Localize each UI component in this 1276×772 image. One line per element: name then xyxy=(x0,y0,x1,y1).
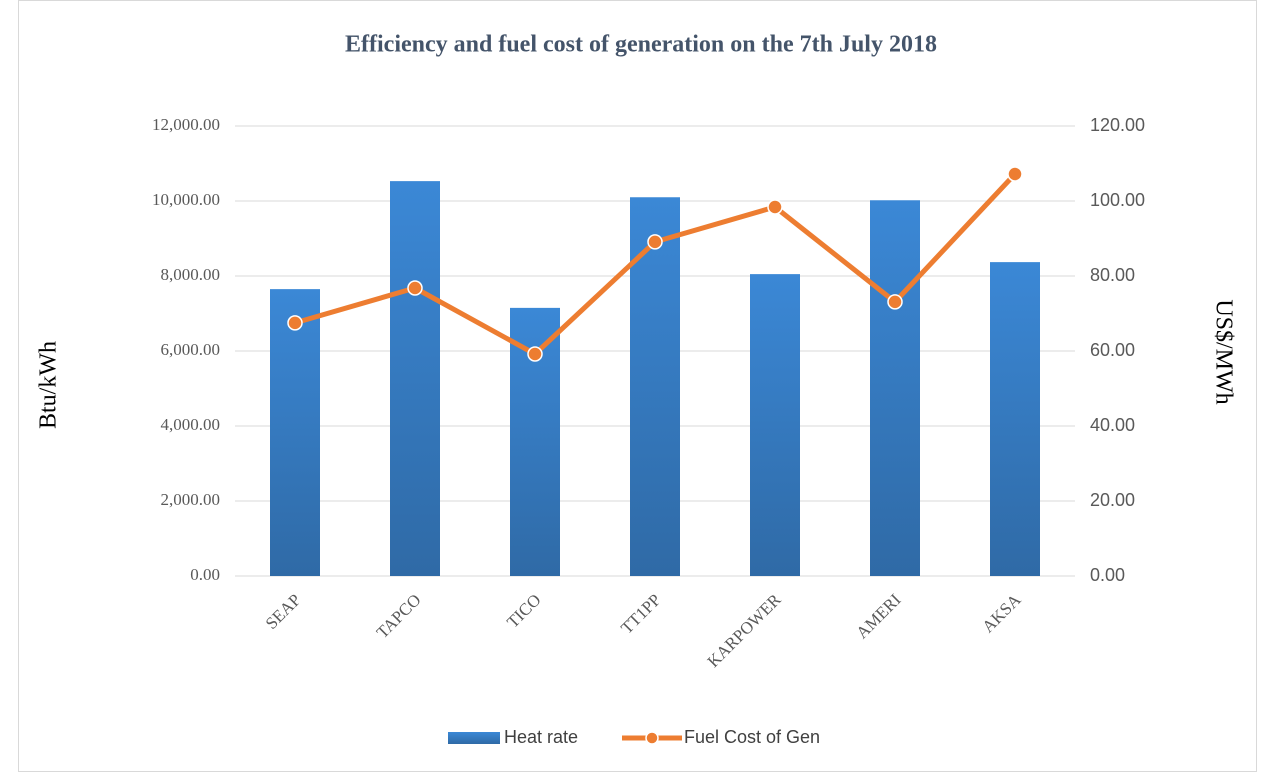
y-tick-label: 2,000.00 xyxy=(161,490,221,509)
bar xyxy=(630,197,680,576)
legend-label: Heat rate xyxy=(504,727,578,747)
y2-tick-label: 120.00 xyxy=(1090,115,1145,135)
legend-swatch xyxy=(448,732,500,744)
y2-tick-label: 60.00 xyxy=(1090,340,1135,360)
line-marker xyxy=(647,234,663,250)
chart-title: Efficiency and fuel cost of generation o… xyxy=(345,32,937,58)
bar xyxy=(750,274,800,576)
line-marker xyxy=(767,199,783,215)
line-marker xyxy=(887,294,903,310)
y-tick-label: 0.00 xyxy=(190,565,220,584)
line-marker xyxy=(1007,166,1023,182)
y-axis-title: Btu/kWh xyxy=(36,341,62,429)
y2-tick-label: 80.00 xyxy=(1090,265,1135,285)
y-tick-label: 8,000.00 xyxy=(161,265,221,284)
bar xyxy=(270,289,320,576)
y-tick-label: 6,000.00 xyxy=(161,340,221,359)
y2-axis-title: US$/MWh xyxy=(1210,299,1236,404)
legend-label: Fuel Cost of Gen xyxy=(684,727,820,747)
bar xyxy=(870,200,920,576)
y2-tick-label: 100.00 xyxy=(1090,190,1145,210)
bar xyxy=(390,181,440,576)
line-marker xyxy=(287,315,303,331)
y-tick-label: 12,000.00 xyxy=(152,115,220,134)
y2-tick-label: 40.00 xyxy=(1090,415,1135,435)
y2-tick-label: 20.00 xyxy=(1090,490,1135,510)
line-marker xyxy=(527,346,543,362)
y-tick-label: 4,000.00 xyxy=(161,415,221,434)
y2-tick-label: 0.00 xyxy=(1090,565,1125,585)
line-marker xyxy=(407,280,423,296)
legend-marker xyxy=(645,731,659,745)
bar xyxy=(990,262,1040,576)
y-tick-label: 10,000.00 xyxy=(152,190,220,209)
